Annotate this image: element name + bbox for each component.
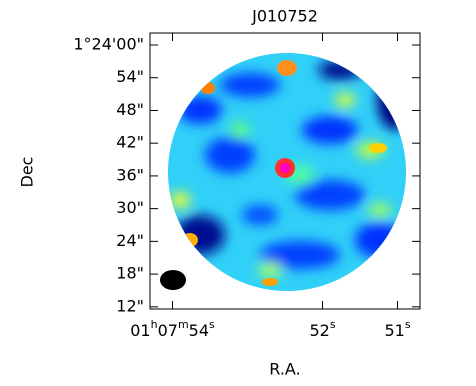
y-tick-label: 18": [116, 264, 144, 283]
y-tick-label: 24": [116, 231, 144, 250]
x-tick-label: 52s: [309, 318, 335, 340]
x-tick-label: 51s: [384, 318, 410, 340]
beam: [160, 270, 186, 290]
x-tick-label: 01h07m54s: [130, 318, 215, 340]
y-tick-label: 42": [116, 133, 144, 152]
map: [168, 53, 406, 291]
x-axis-label: R.A.: [269, 360, 300, 379]
y-tick-label: 36": [116, 165, 144, 184]
y-tick-label: 48": [116, 100, 144, 119]
y-axis-label: Dec: [18, 157, 37, 188]
y-tick-label: 30": [116, 198, 144, 217]
y-tick-label: 12": [116, 296, 144, 315]
y-tick-label: 1°24'00": [73, 35, 144, 54]
y-tick-label: 54": [116, 67, 144, 86]
chart-title: J010752: [251, 7, 318, 26]
plot-frame: [149, 32, 421, 310]
